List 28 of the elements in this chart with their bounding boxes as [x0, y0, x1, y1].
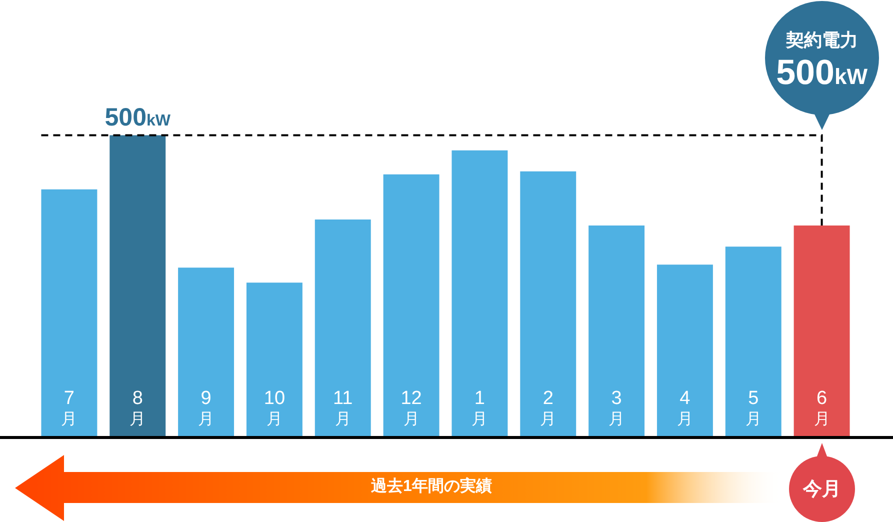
data-label: 500kW — [104, 103, 172, 132]
x-tick-label: 1月 — [472, 388, 488, 428]
x-tick-label: 6月 — [814, 388, 830, 428]
x-tick-label: 5月 — [745, 388, 762, 428]
x-tick-label: 2月 — [540, 388, 556, 428]
bar — [452, 150, 508, 436]
bar — [794, 226, 850, 436]
bar — [178, 268, 234, 436]
x-tick-label: 4月 — [676, 388, 693, 428]
bar — [41, 189, 98, 436]
bar — [656, 264, 713, 436]
x-tick-label: 3月 — [608, 388, 625, 428]
bar — [383, 174, 440, 436]
bar — [520, 171, 576, 436]
text: 今月 — [802, 478, 841, 502]
x-tick-label: 8月 — [130, 388, 146, 428]
x-tick-label: 12月 — [400, 388, 422, 428]
bar — [314, 220, 371, 436]
x-tick-label: 9月 — [198, 388, 214, 428]
text: 過去1年間の実績 — [371, 478, 492, 495]
x-tick-label: 10月 — [264, 388, 286, 428]
x-tick-label: 7月 — [61, 388, 78, 428]
bar — [725, 246, 782, 436]
bar — [588, 226, 645, 436]
x-tick-label: 11月 — [333, 388, 353, 428]
bar — [246, 282, 302, 436]
bar — [110, 135, 166, 436]
ref-line-label: 契約電力 500kW — [776, 30, 868, 92]
